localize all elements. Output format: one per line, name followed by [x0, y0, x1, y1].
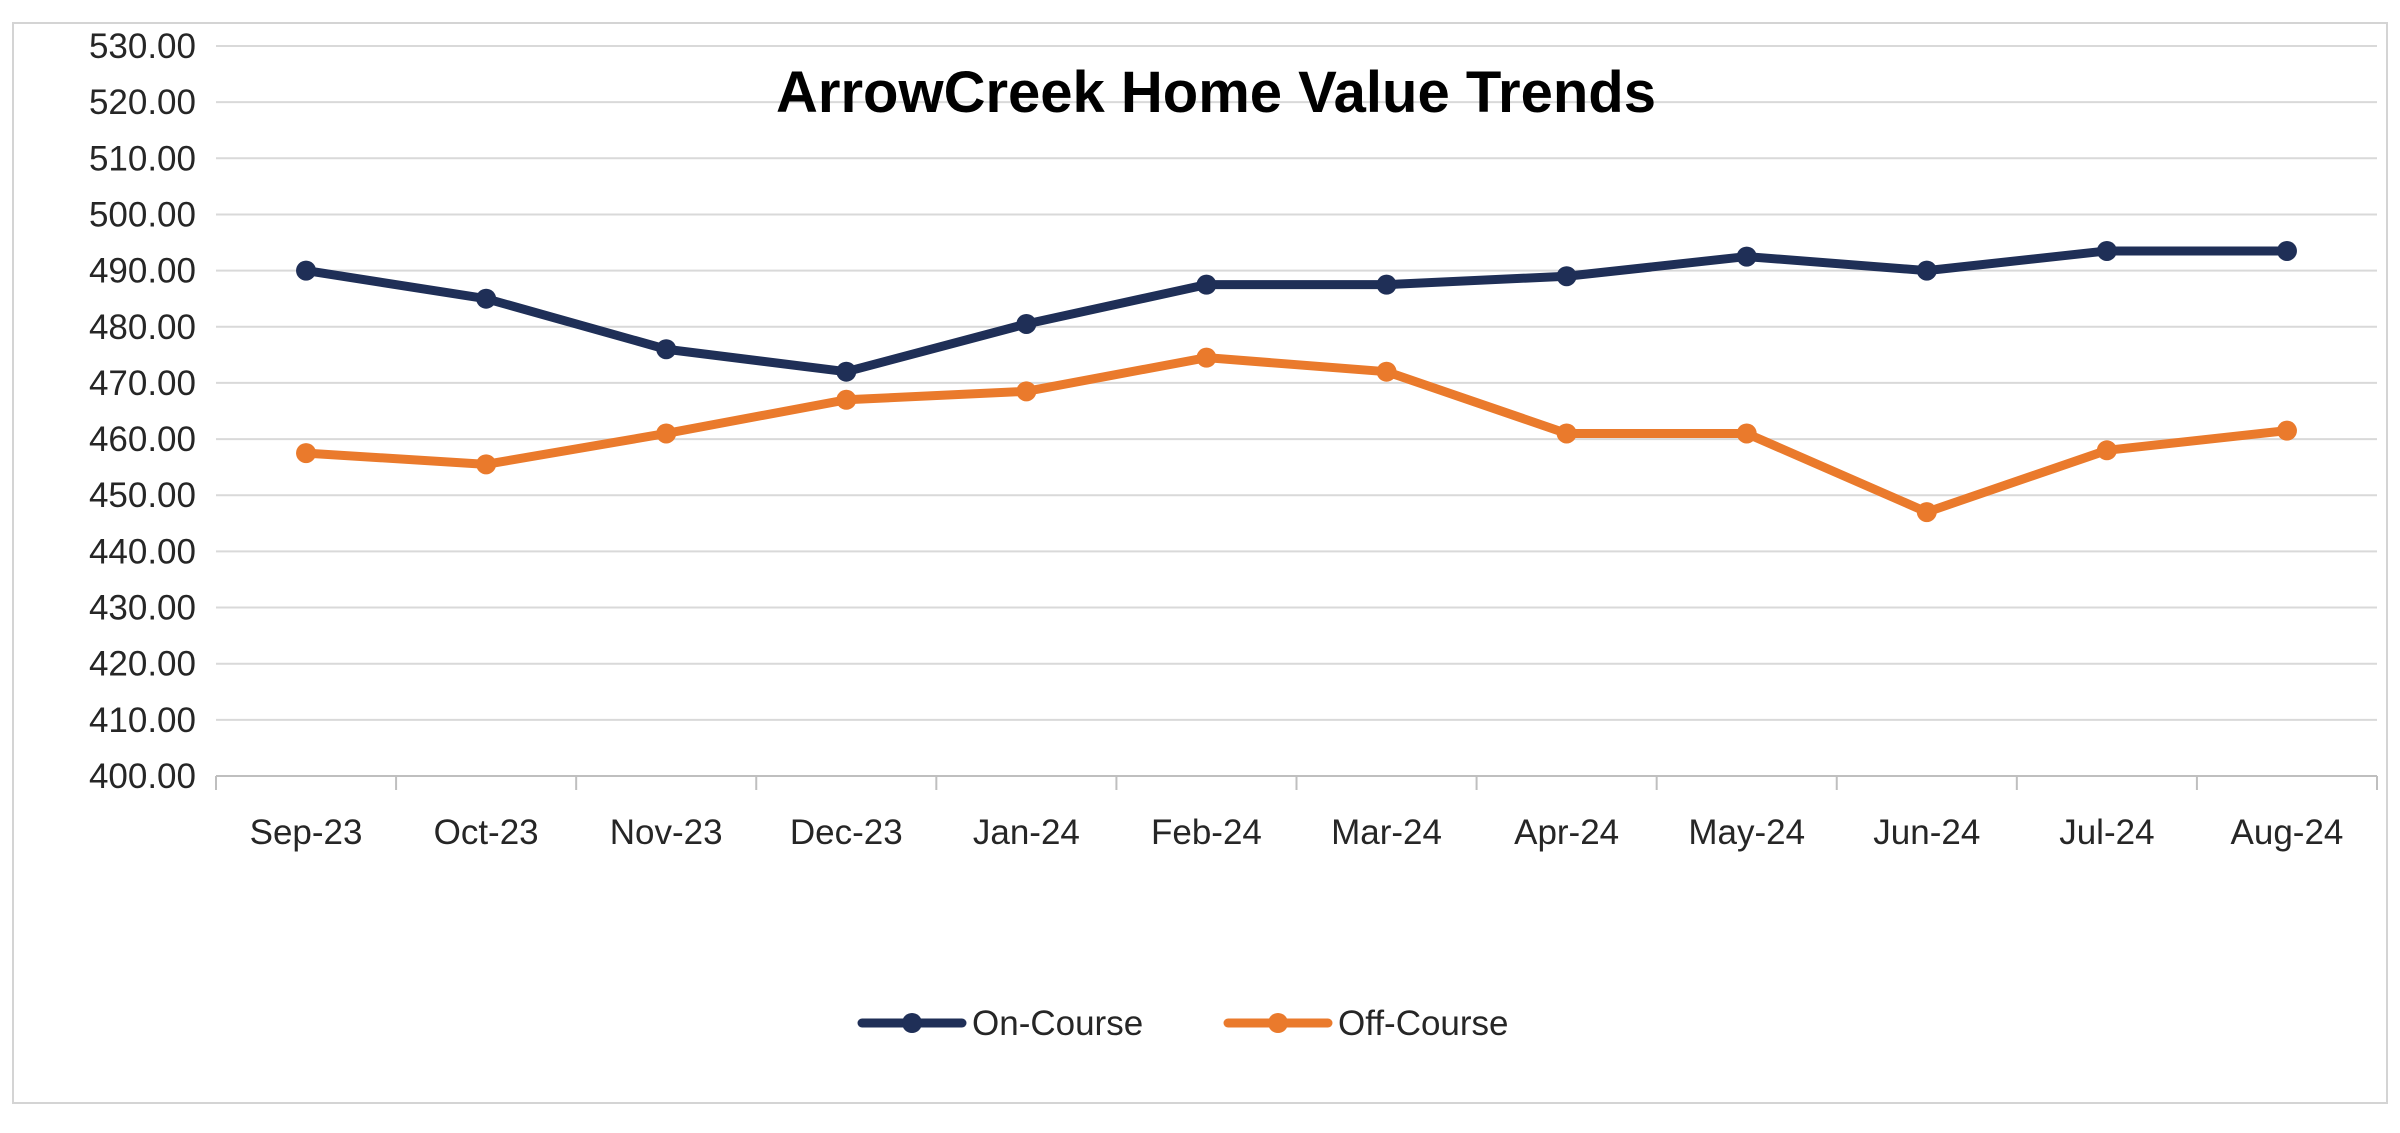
y-tick-label: 460.00	[89, 420, 196, 459]
data-point-on-course	[1736, 246, 1757, 267]
data-point-off-course	[2276, 420, 2297, 441]
data-point-off-course	[1196, 347, 1217, 368]
x-tick-label: Jan-24	[973, 813, 1080, 852]
data-point-on-course	[2276, 240, 2297, 261]
x-tick-label: Oct-23	[434, 813, 539, 852]
y-tick-label: 440.00	[89, 532, 196, 571]
data-point-on-course	[836, 361, 857, 382]
y-tick-label: 450.00	[89, 476, 196, 515]
series-on-course	[296, 240, 2297, 382]
x-tick-label: Nov-23	[610, 813, 723, 852]
data-point-off-course	[2096, 440, 2117, 461]
y-tick-label: 430.00	[89, 589, 196, 628]
legend: On-Course Off-Course	[857, 1004, 1509, 1043]
data-point-on-course	[1376, 274, 1397, 295]
data-point-off-course	[656, 423, 677, 444]
x-tick-label: Aug-24	[2231, 813, 2344, 852]
legend-item-off-course: Off-Course	[1223, 1004, 1509, 1043]
x-tick-label: Jun-24	[1873, 813, 1980, 852]
data-point-off-course	[476, 454, 497, 475]
x-tick-label: Apr-24	[1514, 813, 1619, 852]
series-line-off-course	[301, 353, 2292, 517]
x-tick-label: Dec-23	[790, 813, 903, 852]
x-tick-label: Sep-23	[250, 813, 363, 852]
legend-marker	[902, 1013, 922, 1033]
series-line-on-course	[301, 246, 2292, 377]
x-axis	[215, 775, 2378, 790]
legend-label: On-Course	[972, 1004, 1143, 1043]
x-tick-label: Feb-24	[1151, 813, 1262, 852]
y-tick-label: 410.00	[89, 701, 196, 740]
y-tick-label: 480.00	[89, 308, 196, 347]
data-point-off-course	[296, 443, 317, 464]
y-axis-ticks: 400.00 410.00 420.00 430.00 440.00 450.00 460.…	[89, 27, 196, 796]
series-group	[296, 240, 2297, 523]
x-tick-label: Mar-24	[1331, 813, 1442, 852]
data-point-on-course	[1916, 260, 1937, 281]
chart-title: ArrowCreek Home Value Trends	[776, 60, 1656, 125]
chart-frame	[12, 22, 2388, 1104]
legend-label: Off-Course	[1338, 1004, 1509, 1043]
y-tick-label: 500.00	[89, 195, 196, 234]
x-tick-label: May-24	[1688, 813, 1805, 852]
data-point-off-course	[836, 389, 857, 410]
y-tick-label: 530.00	[89, 27, 196, 66]
data-point-off-course	[1556, 423, 1577, 444]
y-tick-label: 520.00	[89, 83, 196, 122]
legend-item-on-course: On-Course	[857, 1004, 1143, 1043]
data-point-off-course	[1376, 361, 1397, 382]
data-point-on-course	[476, 288, 497, 309]
data-point-on-course	[656, 339, 677, 360]
y-tick-label: 510.00	[89, 139, 196, 178]
y-tick-label: 420.00	[89, 645, 196, 684]
y-tick-label: 490.00	[89, 252, 196, 291]
data-point-off-course	[1736, 423, 1757, 444]
data-point-on-course	[1016, 313, 1037, 334]
gridlines	[216, 45, 2377, 721]
series-off-course	[296, 347, 2297, 523]
legend-marker	[1268, 1013, 1288, 1033]
x-axis-ticks: Sep-23 Oct-23 Nov-23 Dec-23 Jan-24 Feb-24 Mar-…	[250, 813, 2344, 852]
data-point-on-course	[1196, 274, 1217, 295]
data-point-off-course	[1016, 381, 1037, 402]
x-tick-label: Jul-24	[2059, 813, 2154, 852]
data-point-on-course	[1556, 266, 1577, 287]
y-tick-label: 470.00	[89, 364, 196, 403]
y-tick-label: 400.00	[89, 757, 196, 796]
data-point-off-course	[1916, 502, 1937, 523]
data-point-on-course	[296, 260, 317, 281]
data-point-on-course	[2096, 240, 2117, 261]
